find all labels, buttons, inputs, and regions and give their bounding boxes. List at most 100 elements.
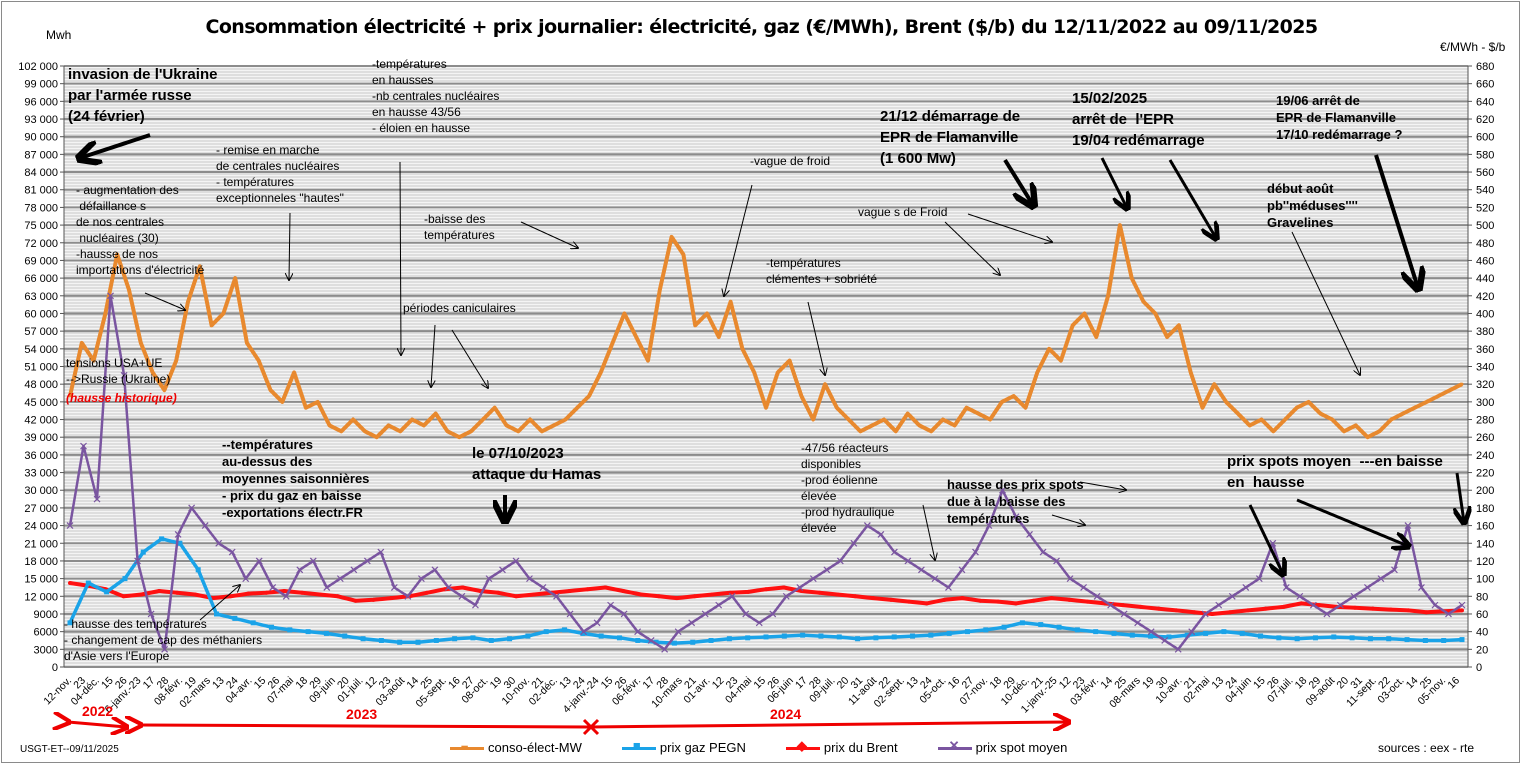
data-point-prix-gaz-pegn (1038, 622, 1044, 628)
data-point-conso-lect-mw (434, 412, 438, 416)
left-tick-label: 90 000 (24, 132, 58, 144)
data-point-conso-lect-mw (894, 429, 898, 433)
data-point-prix-spot-moyen (647, 637, 655, 644)
data-point-conso-lect-mw (92, 359, 96, 363)
annotation-temp-dessus: --températures au-dessus des moyennes sa… (222, 437, 370, 520)
left-tick-label: 66 000 (24, 273, 58, 285)
data-point-prix-du-brent (121, 594, 126, 599)
data-point-prix-du-brent (567, 588, 572, 593)
data-point-prix-gaz-pegn (708, 637, 714, 643)
data-point-prix-spot-moyen (1377, 575, 1385, 583)
left-axis-unit: Mwh (46, 28, 72, 42)
data-point-conso-lect-mw (729, 300, 733, 304)
data-point-prix-spot-moyen (1134, 619, 1142, 627)
data-point-conso-lect-mw (422, 423, 426, 427)
data-point-prix-spot-moyen (472, 601, 479, 609)
data-point-prix-spot-moyen (742, 610, 750, 618)
data-point-conso-lect-mw (847, 418, 851, 422)
data-point-conso-lect-mw (139, 341, 143, 345)
data-point-prix-gaz-pegn (214, 611, 220, 617)
arrow-spots-baisse-right (1457, 472, 1464, 522)
arrow-ukraine (80, 133, 151, 158)
data-point-prix-gaz-pegn (616, 635, 622, 641)
left-tick-label: 27 000 (24, 503, 58, 515)
arrow-importations (144, 292, 185, 310)
data-point-prix-spot-moyen (323, 584, 331, 591)
data-point-conso-lect-mw (658, 288, 662, 292)
legend-swatch-brent (785, 738, 820, 754)
data-point-conso-lect-mw (1401, 412, 1405, 416)
data-point-prix-gaz-pegn (1386, 636, 1392, 642)
right-tick-label: 200 (1476, 485, 1494, 497)
year-label-2022: 2022 (82, 703, 114, 719)
data-point-prix-spot-moyen (1282, 584, 1290, 591)
data-point-prix-spot-moyen (1309, 601, 1317, 609)
data-point-prix-du-brent (282, 588, 287, 593)
arrow-canicule-2 (451, 329, 488, 388)
data-point-prix-gaz-pegn (653, 639, 659, 645)
annotation-spots-moyen: prix spots moyen ---en baisse en hausse (1227, 453, 1443, 491)
data-point-prix-du-brent (246, 591, 251, 596)
data-point-conso-lect-mw (1318, 412, 1322, 416)
data-point-prix-gaz-pegn (1312, 635, 1318, 641)
data-point-prix-spot-moyen (1039, 548, 1047, 556)
data-point-prix-spot-moyen (66, 522, 74, 530)
data-point-prix-gaz-pegn (1239, 630, 1245, 636)
data-point-prix-gaz-pegn (1441, 637, 1447, 643)
left-tick-label: 36 000 (24, 450, 58, 462)
data-point-prix-gaz-pegn (177, 540, 183, 546)
data-point-conso-lect-mw (941, 418, 945, 422)
data-point-conso-lect-mw (1448, 388, 1452, 392)
data-point-conso-lect-mw (634, 335, 638, 339)
annotation-spots-hausse: hausse des prix spots due à la baisse de… (947, 477, 1084, 526)
data-point-prix-spot-moyen (93, 495, 101, 503)
data-point-prix-gaz-pegn (598, 633, 604, 639)
data-point-conso-lect-mw (257, 359, 261, 363)
data-point-prix-du-brent (710, 592, 715, 597)
data-point-prix-spot-moyen (1445, 610, 1452, 618)
data-point-prix-spot-moyen (607, 601, 615, 609)
right-tick-label: 300 (1476, 397, 1494, 409)
arrow-vagues-froid-1 (944, 221, 1000, 275)
left-tick-label: 78 000 (24, 202, 58, 214)
data-point-prix-du-brent (264, 590, 269, 595)
left-tick-label: 75 000 (24, 220, 58, 232)
data-point-conso-lect-mw (1377, 429, 1381, 433)
data-point-prix-du-brent (835, 592, 840, 597)
year-arrow-2023 (140, 725, 591, 727)
arrow-epr-start (1003, 158, 1033, 205)
data-point-prix-du-brent (389, 596, 394, 601)
left-tick-label: 84 000 (24, 167, 58, 179)
data-point-prix-du-brent (1263, 606, 1268, 611)
legend-swatch-gaz (621, 738, 656, 754)
data-point-conso-lect-mw (988, 418, 992, 422)
data-point-conso-lect-mw (493, 406, 497, 410)
data-point-prix-spot-moyen (539, 584, 547, 591)
data-point-prix-spot-moyen (863, 522, 871, 530)
data-point-conso-lect-mw (504, 423, 508, 427)
data-point-prix-spot-moyen (134, 557, 141, 565)
data-point-conso-lect-mw (776, 370, 780, 374)
right-tick-label: 280 (1476, 415, 1494, 427)
arrow-spots-2 (1051, 514, 1085, 525)
right-tick-label: 180 (1476, 503, 1494, 515)
data-point-prix-spot-moyen (701, 610, 709, 618)
data-point-conso-lect-mw (1212, 382, 1216, 386)
annotation-epr-stop: 15/02/2025 arrêt de l'EPR 19/04 redémarr… (1072, 90, 1205, 149)
data-point-prix-du-brent (817, 590, 822, 595)
data-point-prix-spot-moyen (458, 592, 466, 600)
data-point-conso-lect-mw (882, 418, 886, 422)
left-tick-label: 21 000 (24, 538, 58, 550)
data-point-conso-lect-mw (587, 394, 591, 398)
data-point-prix-gaz-pegn (1074, 627, 1080, 633)
data-point-conso-lect-mw (1189, 370, 1193, 374)
data-point-prix-gaz-pegn (323, 630, 329, 636)
data-point-prix-spot-moyen (728, 592, 736, 600)
chart-legend: conso-élect-MW prix gaz PEGN prix du Bre… (450, 738, 1067, 755)
year-range-arrows (68, 720, 1068, 734)
data-point-conso-lect-mw (1024, 406, 1028, 410)
data-point-prix-gaz-pegn (800, 632, 806, 638)
data-point-prix-du-brent (1174, 608, 1179, 613)
annotation-methaniers: - hausse des températures - changement d… (64, 617, 263, 663)
data-point-prix-du-brent (175, 590, 180, 595)
